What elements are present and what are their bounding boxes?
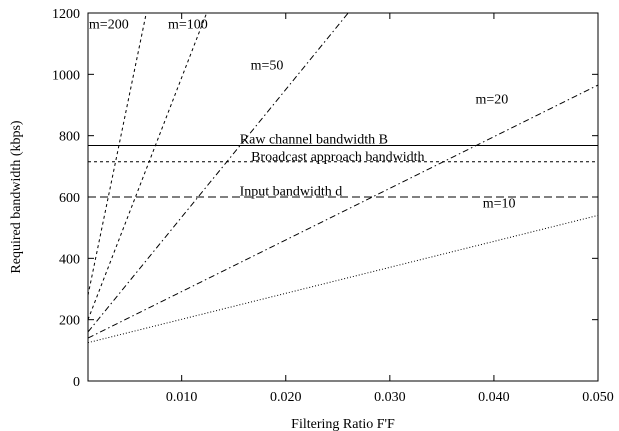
annotation-broadcast-approach-bandwidth: Broadcast approach bandwidth bbox=[251, 150, 424, 165]
series-line-m-10 bbox=[88, 214, 598, 344]
series-line-m-200 bbox=[88, 13, 147, 296]
y-tick-label: 1000 bbox=[52, 68, 80, 83]
reference-lines bbox=[88, 144, 598, 198]
y-tick-label: 400 bbox=[59, 252, 80, 267]
annotation-input-bandwidth-d: Input bandwidth d bbox=[240, 184, 343, 199]
series-line-m-20 bbox=[88, 84, 598, 339]
annotation-m-10: m=10 bbox=[483, 197, 516, 212]
axis-ticks bbox=[88, 12, 599, 382]
annotation-m-200: m=200 bbox=[89, 17, 129, 32]
annotation-raw-channel-bandwidth-b: Raw channel bandwidth B bbox=[240, 132, 388, 147]
x-tick-label: 0.020 bbox=[270, 390, 302, 405]
series-lines bbox=[88, 13, 598, 344]
series-line-m-100 bbox=[88, 13, 208, 320]
y-tick-label: 0 bbox=[73, 375, 80, 390]
y-tick-label: 1200 bbox=[52, 7, 80, 22]
annotation-m-50: m=50 bbox=[251, 59, 284, 74]
annotations: m=200 m=100 m=50 m=20 m=10 Raw channel bandwi… bbox=[89, 17, 516, 211]
annotation-m-20: m=20 bbox=[475, 92, 508, 107]
x-tick-label: 0.050 bbox=[582, 390, 614, 405]
y-tick-label: 600 bbox=[59, 191, 80, 206]
x-axis-title: Filtering Ratio F'F bbox=[291, 417, 395, 431]
y-axis-title: Required bandwidth (kbps) bbox=[9, 120, 24, 274]
x-tick-label: 0.010 bbox=[166, 390, 198, 405]
x-tick-label: 0.030 bbox=[374, 390, 406, 405]
y-tick-label: 200 bbox=[59, 314, 80, 329]
y-tick-label: 800 bbox=[59, 130, 80, 145]
x-tick-label: 0.040 bbox=[478, 390, 510, 405]
series-line-m-50 bbox=[88, 13, 349, 333]
tick-labels: 0.010 0.020 0.030 0.040 0.050 0 200 400 600 800 10… bbox=[52, 7, 614, 405]
annotation-m-100: m=100 bbox=[168, 17, 208, 32]
